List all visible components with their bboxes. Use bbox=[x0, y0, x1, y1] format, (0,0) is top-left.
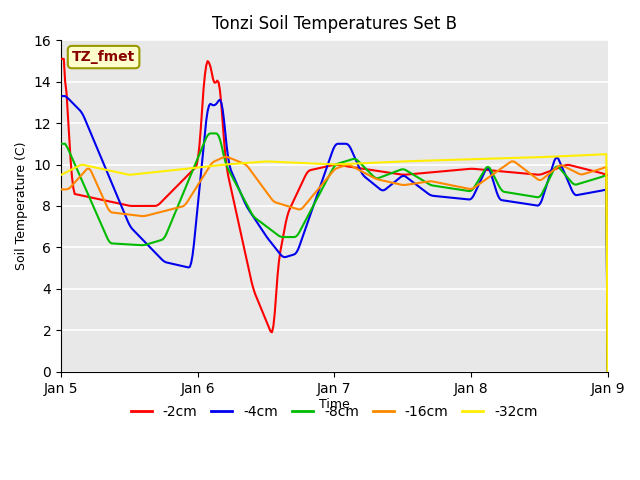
X-axis label: Time: Time bbox=[319, 398, 349, 411]
Title: Tonzi Soil Temperatures Set B: Tonzi Soil Temperatures Set B bbox=[212, 15, 457, 33]
Legend: -2cm, -4cm, -8cm, -16cm, -32cm: -2cm, -4cm, -8cm, -16cm, -32cm bbox=[125, 399, 543, 425]
Text: TZ_fmet: TZ_fmet bbox=[72, 50, 135, 64]
Y-axis label: Soil Temperature (C): Soil Temperature (C) bbox=[15, 142, 28, 270]
